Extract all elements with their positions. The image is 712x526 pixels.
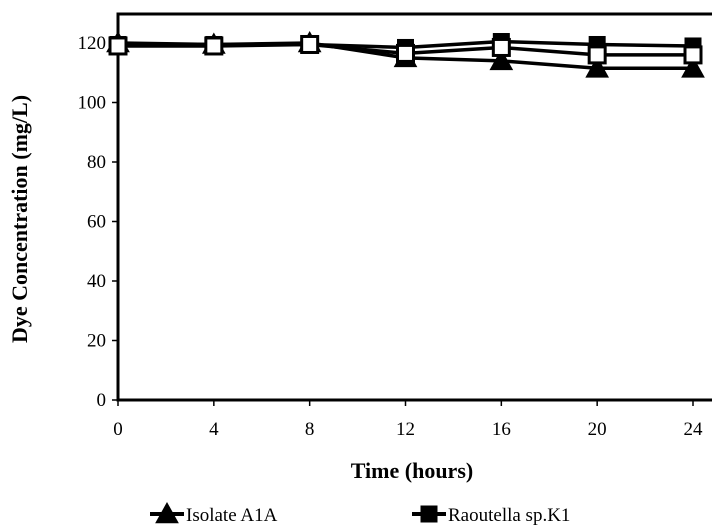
x-tick-label: 4 <box>209 419 219 440</box>
plot-border <box>116 12 712 402</box>
x-tick-label: 20 <box>588 419 607 440</box>
x-tick-label: 12 <box>396 419 415 440</box>
x-tick-label: 8 <box>305 419 315 440</box>
series-3-point <box>396 43 415 63</box>
x-tick-label: 0 <box>113 419 123 440</box>
legend-swatch-marker <box>155 501 179 524</box>
legend: Isolate A1A Raoutella sp.K1 <box>150 501 570 526</box>
legend-label: Isolate A1A <box>186 505 278 526</box>
y-tick-label: 100 <box>78 93 107 114</box>
y-tick-label: 0 <box>97 390 107 411</box>
legend-item-1: Isolate A1A <box>150 501 278 526</box>
x-axis-title: Time (hours) <box>351 458 473 483</box>
y-tick-label: 40 <box>87 271 106 292</box>
series-3-point <box>491 37 511 57</box>
y-tick-label: 60 <box>87 212 106 233</box>
series-1-point <box>681 56 705 78</box>
series-3-point <box>683 45 703 65</box>
x-axis-ticks: 0 4 8 12 16 20 24 <box>113 400 703 440</box>
series-layer <box>106 30 705 78</box>
legend-item-2: Raoutella sp.K1 <box>412 505 570 526</box>
legend-swatch-marker <box>420 505 438 523</box>
series-1-point <box>585 56 610 78</box>
y-tick-label: 20 <box>87 331 106 352</box>
y-axis-title: Dye Concentration (mg/L) <box>7 95 32 343</box>
series-1-point <box>489 48 514 71</box>
x-tick-label: 24 <box>684 419 704 440</box>
y-axis-ticks: 0 20 40 60 80 100 120 <box>78 33 118 411</box>
series-3-point <box>587 45 607 65</box>
series-3-point <box>108 36 128 56</box>
series-3-point <box>204 36 224 56</box>
series-3-point <box>300 34 320 54</box>
plot-area <box>116 12 712 402</box>
y-tick-label: 80 <box>87 152 106 173</box>
y-tick-label: 120 <box>78 33 107 54</box>
series-3 <box>108 34 703 65</box>
x-tick-label: 16 <box>492 419 511 440</box>
legend-label: Raoutella sp.K1 <box>448 505 570 526</box>
